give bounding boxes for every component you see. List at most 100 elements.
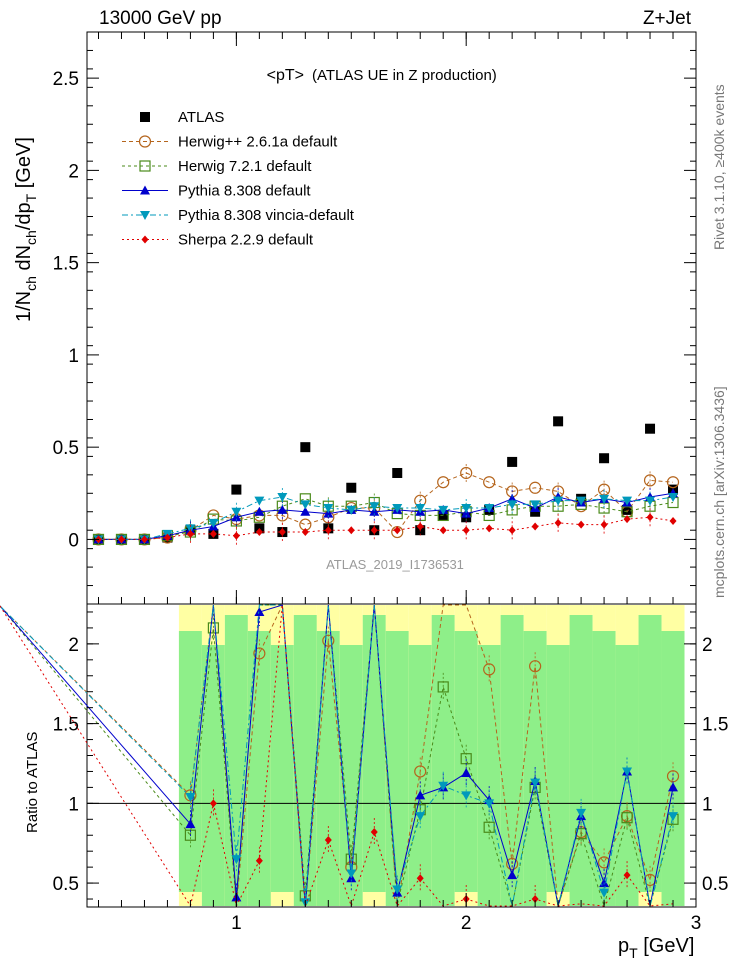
legend: ATLAS Herwig++ 2.6.1a default Herwig 7.2.1… bbox=[122, 109, 355, 249]
main-data-point bbox=[622, 496, 633, 506]
main-data-point bbox=[577, 520, 585, 529]
ratio-data-point bbox=[576, 808, 587, 818]
main-series-layer bbox=[92, 416, 680, 546]
x-tick-label: 1 bbox=[231, 913, 242, 934]
main-data-point bbox=[553, 496, 564, 506]
ratio-data-point bbox=[483, 663, 496, 676]
ratio-band-stat bbox=[477, 645, 501, 906]
ratio-band-stat bbox=[638, 615, 662, 892]
main-data-point bbox=[461, 504, 472, 514]
legend-label: Sherpa 2.2.9 default bbox=[178, 232, 314, 249]
main-data-point bbox=[507, 456, 518, 467]
process-label: Z+Jet bbox=[643, 8, 692, 29]
main-data-point bbox=[231, 512, 242, 522]
ratio-data-point bbox=[346, 869, 357, 879]
main-data-point bbox=[645, 423, 656, 434]
ratio-band-stat bbox=[201, 645, 225, 906]
ratio-data-point bbox=[254, 606, 265, 616]
ratio-band-stat bbox=[546, 645, 570, 892]
ratio-data-point bbox=[415, 790, 426, 800]
legend-label: Herwig++ 2.6.1a default bbox=[178, 134, 338, 151]
main-data-point bbox=[646, 513, 654, 522]
main-data-point bbox=[209, 529, 217, 538]
main-data-point bbox=[669, 516, 677, 525]
ratio-data-point bbox=[185, 792, 196, 802]
ratio-lead-line bbox=[0, 605, 191, 798]
ratio-band-stat bbox=[431, 615, 455, 906]
main-data-point bbox=[460, 466, 473, 480]
main-data-point bbox=[277, 504, 288, 514]
ratio-y-axis-title: Ratio to ATLAS bbox=[24, 732, 41, 833]
main-data-point bbox=[254, 496, 265, 506]
legend-marker bbox=[139, 160, 151, 172]
main-data-point bbox=[369, 502, 380, 512]
main-data-point bbox=[415, 504, 426, 514]
rivet-caption: Rivet 3.1.10, ≥400k events bbox=[711, 84, 727, 250]
ratio-data-point bbox=[668, 782, 679, 792]
main-data-point bbox=[208, 518, 219, 528]
main-data-point bbox=[439, 526, 447, 535]
ratio-series-line bbox=[189, 604, 674, 907]
main-data-point bbox=[508, 526, 516, 535]
ratio-series-layer bbox=[0, 603, 680, 908]
ratio-series-line bbox=[189, 604, 674, 908]
main-data-point bbox=[485, 524, 493, 533]
ratio-y-tick-label: 2 bbox=[68, 635, 79, 656]
main-data-point bbox=[531, 522, 539, 531]
main-data-point bbox=[301, 528, 309, 537]
ratio-y-tick-label: 1 bbox=[68, 794, 79, 815]
ratio-y-tick-label-right: 0.5 bbox=[702, 874, 728, 895]
ratio-uncertainty-bands bbox=[87, 605, 696, 906]
main-y-tick-label: 2.5 bbox=[53, 69, 79, 90]
main-data-point bbox=[668, 492, 679, 502]
ratio-data-point bbox=[231, 855, 242, 865]
ratio-data-point bbox=[185, 819, 196, 829]
ratio-data-point bbox=[597, 856, 611, 869]
main-y-tick-label: 0.5 bbox=[53, 438, 79, 459]
main-data-point bbox=[232, 531, 240, 540]
ratio-y-tick-label-right: 1.5 bbox=[702, 715, 728, 736]
legend-marker bbox=[141, 235, 149, 244]
ratio-series-line bbox=[189, 604, 674, 907]
ratio-data-point bbox=[416, 874, 424, 883]
legend-marker bbox=[140, 112, 150, 122]
main-data-point bbox=[462, 526, 470, 535]
main-data-point bbox=[300, 506, 311, 516]
ratio-series-line bbox=[189, 604, 674, 908]
energy-label: 13000 GeV pp bbox=[99, 8, 222, 29]
ratio-band-stat bbox=[293, 615, 317, 906]
ratio-data-point bbox=[207, 622, 219, 634]
ratio-data-point bbox=[415, 812, 426, 822]
main-data-point bbox=[346, 505, 357, 515]
ratio-data-point bbox=[599, 888, 610, 898]
main-data-point bbox=[529, 481, 542, 494]
main-data-point bbox=[254, 506, 265, 516]
legend-marker bbox=[140, 185, 150, 195]
ratio-band-stat bbox=[270, 645, 294, 892]
main-data-point bbox=[554, 518, 562, 527]
main-data-point bbox=[163, 533, 171, 542]
legend-label: ATLAS bbox=[178, 109, 224, 126]
main-data-point bbox=[255, 528, 263, 537]
ratio-band-stat bbox=[178, 631, 202, 892]
ratio-data-point bbox=[621, 812, 633, 824]
main-y-tick-label: 2 bbox=[68, 161, 79, 182]
legend-label: Herwig 7.2.1 default bbox=[178, 158, 312, 175]
plot-subtitle: (ATLAS UE in Z production) bbox=[312, 67, 497, 84]
ratio-data-point bbox=[668, 812, 679, 822]
main-data-point bbox=[185, 524, 196, 534]
main-data-point bbox=[392, 504, 403, 514]
main-data-point bbox=[599, 494, 610, 504]
main-data-point bbox=[347, 526, 355, 535]
main-data-point bbox=[277, 492, 288, 502]
ratio-band-stat bbox=[316, 631, 340, 906]
mcplots-caption: mcplots.cern.ch [arXiv:1306.3436] bbox=[711, 386, 727, 598]
main-data-point bbox=[140, 535, 148, 544]
ratio-data-point bbox=[392, 885, 403, 895]
ratio-lead-line bbox=[0, 605, 191, 825]
main-series-line bbox=[98, 472, 674, 540]
legend-label: Pythia 8.308 vincia-default bbox=[178, 207, 355, 224]
ratio-data-point bbox=[253, 647, 266, 660]
ratio-data-point bbox=[623, 871, 631, 880]
